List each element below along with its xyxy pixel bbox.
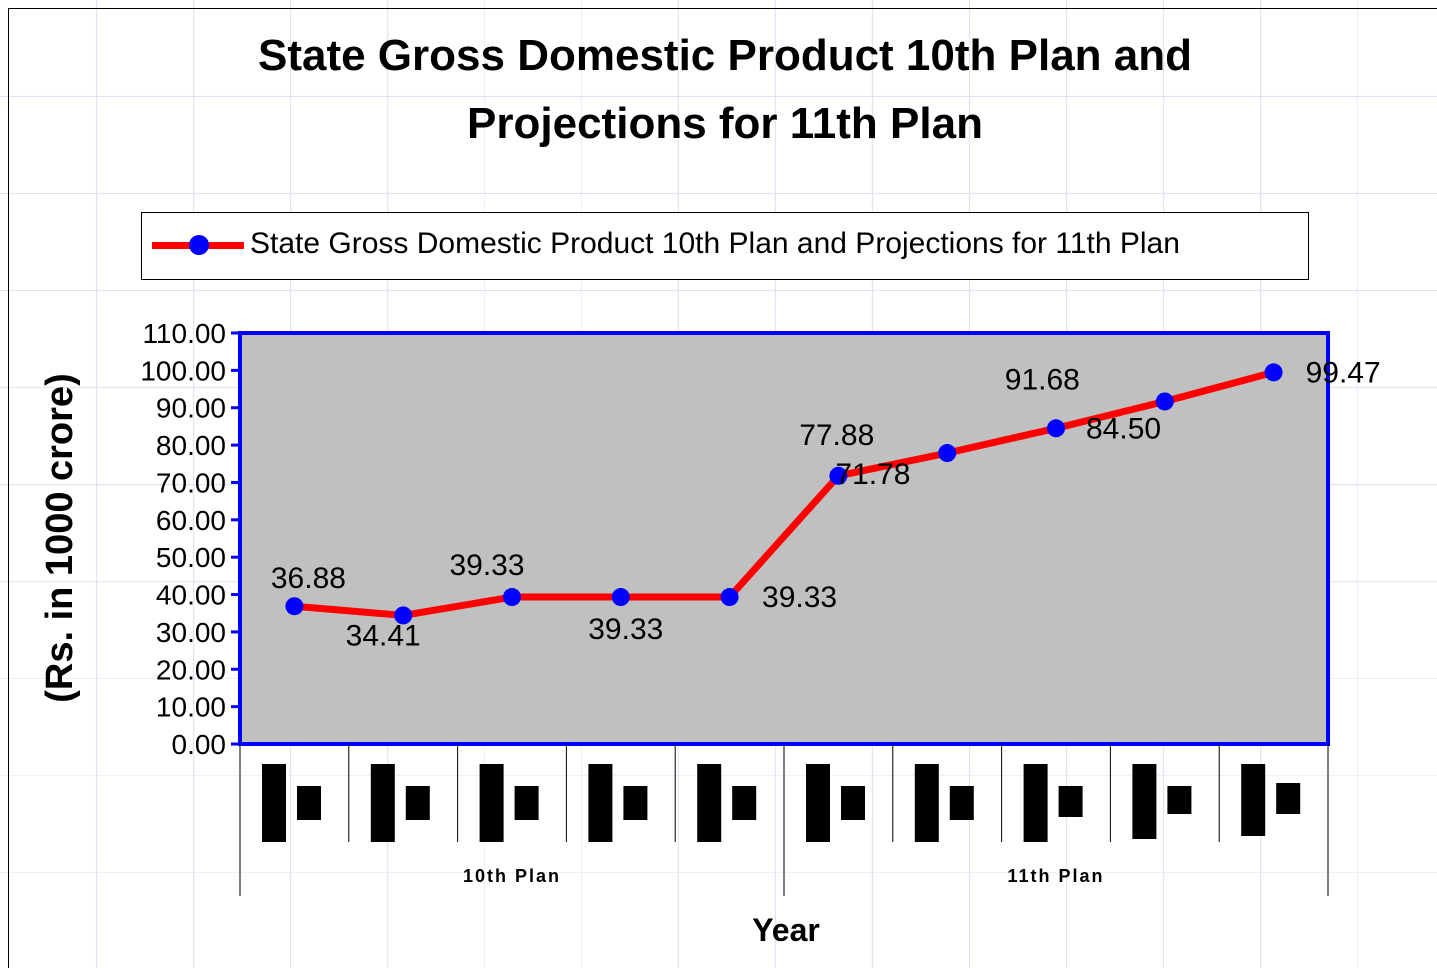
data-label: 39.33 <box>762 581 837 614</box>
data-label: 91.68 <box>1005 363 1080 396</box>
category-label-block <box>1023 764 1048 842</box>
data-point-marker <box>503 588 521 607</box>
x-axis-ticks <box>239 744 1329 896</box>
series-line <box>294 368 1275 619</box>
category-label-block <box>841 786 865 820</box>
category-label-block <box>623 786 648 820</box>
category-label-block <box>697 764 722 842</box>
y-tick-label: 80.00 <box>156 430 226 461</box>
data-label: 39.33 <box>588 613 663 646</box>
legend-marker-swatch <box>189 235 209 255</box>
y-tick-label: 0.00 <box>172 729 227 760</box>
category-label-placeholders <box>262 764 1301 842</box>
category-label-block <box>732 786 757 820</box>
y-tick-label: 50.00 <box>156 542 226 573</box>
y-axis-ticks: 0.00 10.00 20.00 30.00 40.00 50.00 60.00 70.00 8… <box>140 318 240 760</box>
data-label: 34.41 <box>346 619 421 652</box>
category-label-block <box>370 764 395 842</box>
legend: State Gross Domestic Product 10th Plan a… <box>141 212 1309 280</box>
category-label-block <box>297 786 321 820</box>
category-label-block <box>806 764 830 842</box>
data-label: 39.33 <box>449 549 524 582</box>
group-label-10th-plan: 10th Plan <box>462 866 562 886</box>
data-point-marker <box>1155 392 1174 411</box>
y-tick-label: 30.00 <box>156 617 226 648</box>
y-tick-label: 10.00 <box>156 692 226 723</box>
legend-label: State Gross Domestic Product 10th Plan a… <box>250 227 1180 260</box>
data-point-marker <box>938 444 957 463</box>
data-point-marker <box>1047 419 1065 438</box>
category-label-block <box>405 786 430 820</box>
chart-frame <box>8 8 1437 968</box>
series-markers <box>285 363 1283 625</box>
data-point-marker <box>720 588 739 607</box>
y-tick-label: 60.00 <box>156 505 226 536</box>
group-label-11th-plan: 11th Plan <box>1007 866 1105 886</box>
y-tick-label: 70.00 <box>156 467 226 498</box>
category-label-block <box>262 764 286 842</box>
data-label: 77.88 <box>799 419 874 452</box>
category-label-block <box>949 786 974 820</box>
category-label-block <box>588 764 613 842</box>
category-label-block <box>1241 764 1266 836</box>
y-tick-label: 90.00 <box>156 393 226 424</box>
data-label: 99.47 <box>1306 356 1381 389</box>
y-tick-label: 100.00 <box>140 355 226 386</box>
data-label: 71.78 <box>835 458 910 491</box>
category-label-block <box>1058 786 1083 817</box>
y-tick-label: 40.00 <box>156 580 226 611</box>
category-label-block <box>914 764 939 842</box>
category-label-block <box>479 764 504 842</box>
data-point-marker <box>285 597 304 616</box>
y-tick-label: 20.00 <box>156 654 226 685</box>
data-label: 36.88 <box>271 562 346 595</box>
category-label-block <box>1276 783 1301 814</box>
data-point-marker <box>829 466 848 485</box>
data-point-marker <box>611 588 630 607</box>
y-axis-title: (Rs. in 1000 crore) <box>39 373 81 703</box>
y-tick-label: 110.00 <box>142 318 226 349</box>
category-label-block <box>514 786 539 820</box>
category-label-block <box>1132 764 1157 839</box>
data-point-marker <box>394 606 413 625</box>
data-label: 84.50 <box>1086 412 1161 445</box>
chart-title: State Gross Domestic Product 10th Plan a… <box>257 31 1192 148</box>
data-point-marker <box>1264 363 1283 382</box>
category-label-block <box>1167 786 1192 814</box>
x-axis-title: Year <box>752 912 820 948</box>
